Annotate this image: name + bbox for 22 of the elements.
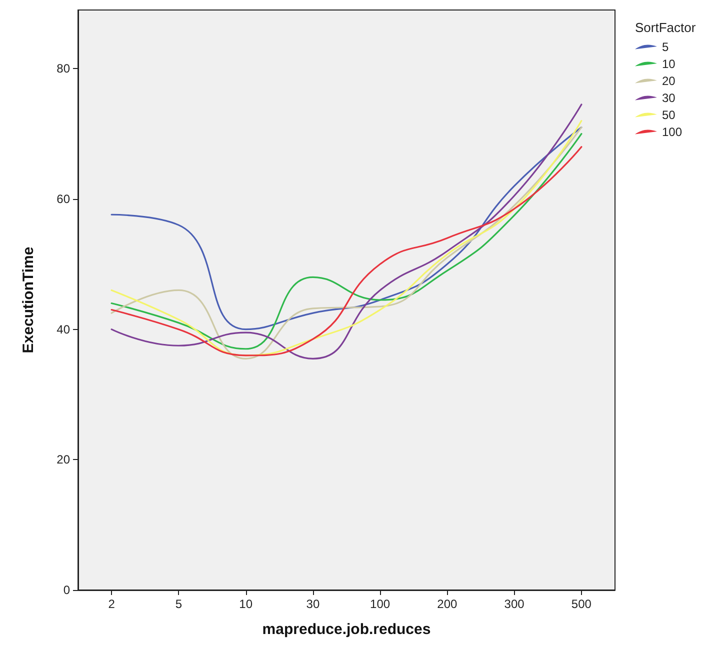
x-tick-label: 30 <box>306 597 320 611</box>
legend-title: SortFactor <box>635 20 696 35</box>
y-tick-label: 80 <box>56 62 70 76</box>
legend-label: 100 <box>662 125 682 139</box>
legend-label: 50 <box>662 108 676 122</box>
y-axis-title: ExecutionTime <box>20 246 37 354</box>
legend-label: 20 <box>662 74 676 88</box>
y-tick-label: 60 <box>56 192 70 206</box>
x-axis-title: mapreduce.job.reduces <box>262 621 431 638</box>
legend-label: 30 <box>662 91 676 105</box>
legend-label: 5 <box>662 40 669 54</box>
x-tick-label: 300 <box>504 597 525 611</box>
x-tick-label: 5 <box>175 597 182 611</box>
y-tick-label: 20 <box>56 452 70 467</box>
y-tick-label: 0 <box>63 583 70 597</box>
x-tick-label: 100 <box>370 597 390 611</box>
x-tick-label: 10 <box>239 597 253 611</box>
legend-label: 10 <box>662 57 676 71</box>
y-tick-label: 40 <box>56 322 70 336</box>
x-tick-label: 2 <box>108 597 116 611</box>
x-tick-label: 500 <box>571 597 592 611</box>
x-tick-label: 200 <box>437 597 458 611</box>
